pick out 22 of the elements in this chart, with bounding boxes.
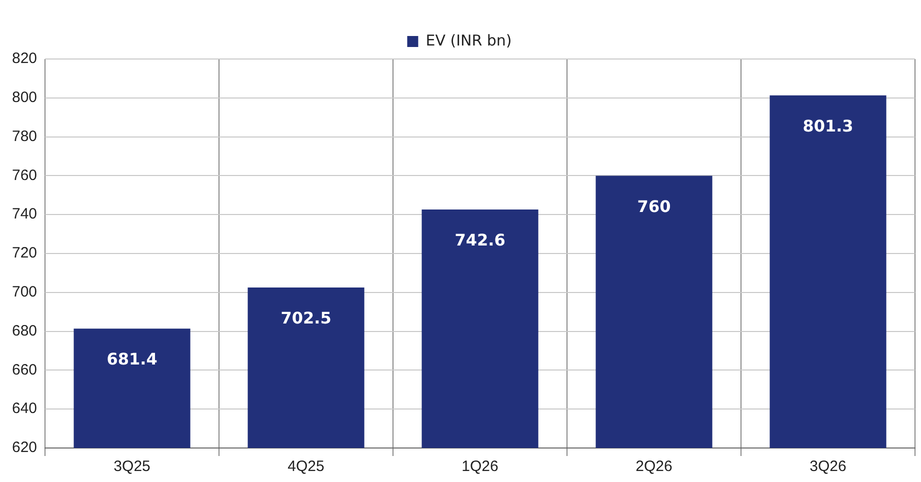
x-tick-label: 1Q26 — [462, 458, 498, 476]
y-tick-label: 720 — [12, 244, 38, 262]
y-tick-label: 680 — [12, 322, 38, 340]
y-tick-label: 740 — [12, 206, 38, 223]
y-tick-label: 640 — [12, 400, 38, 418]
y-tick-label: 820 — [12, 50, 38, 68]
y-tick-label: 800 — [12, 89, 38, 106]
data-label: 681.4 — [106, 350, 158, 369]
data-label: 801.3 — [802, 116, 854, 136]
x-tick-label: 3Q25 — [114, 458, 150, 476]
x-tick-label: 3Q26 — [810, 458, 846, 476]
data-label: 760 — [637, 196, 671, 216]
y-tick-label: 620 — [12, 439, 38, 456]
y-tick-label: 760 — [12, 166, 38, 184]
x-tick-label: 2Q26 — [636, 458, 672, 476]
data-label: 702.5 — [280, 308, 332, 328]
y-tick-label: 700 — [12, 284, 38, 301]
x-tick-label: 4Q25 — [288, 458, 324, 476]
legend-label: EV (INR bn) — [426, 31, 512, 50]
y-tick-label: 660 — [12, 361, 38, 378]
y-tick-label: 780 — [12, 128, 38, 145]
data-label: 742.6 — [454, 230, 506, 250]
